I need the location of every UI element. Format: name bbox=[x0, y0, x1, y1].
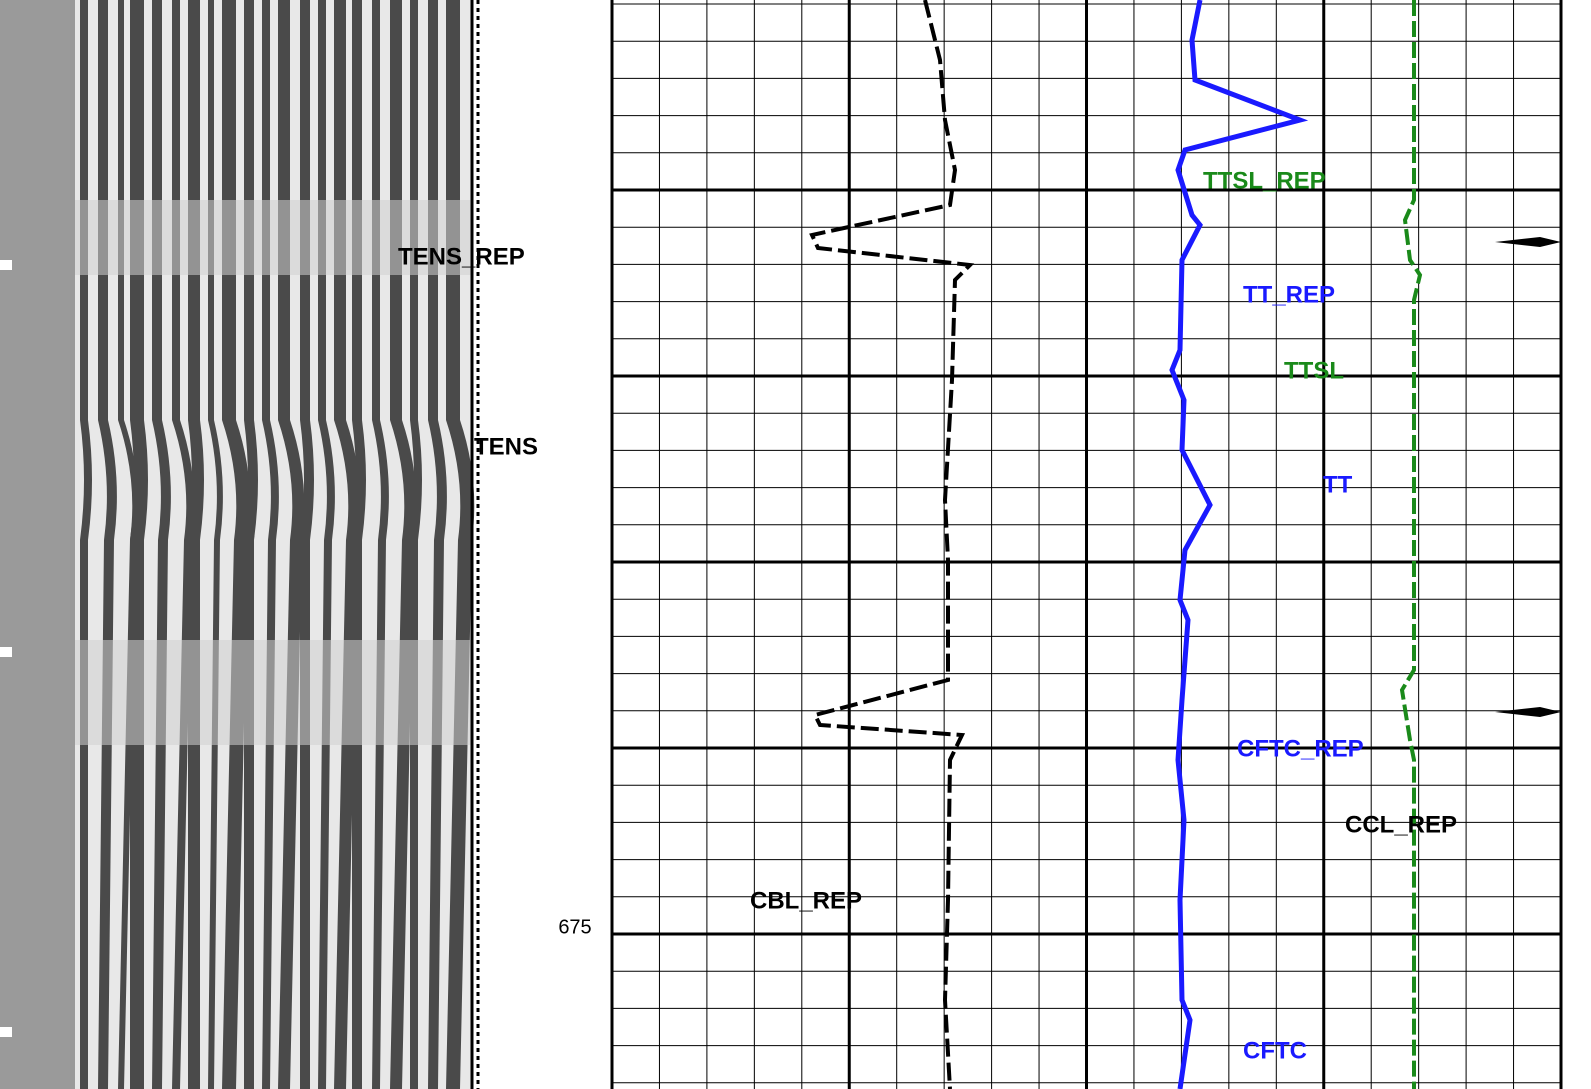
depth-label: 675 bbox=[558, 916, 591, 938]
curves bbox=[812, 0, 1561, 1089]
well-log: TENS_REP TENS TTSL_REP TT_REP TTSL TT CFTC_REP… bbox=[0, 0, 1591, 1089]
tick bbox=[0, 647, 12, 657]
curve-label: CFTC bbox=[1243, 1037, 1307, 1064]
ccl-spike bbox=[1495, 237, 1561, 247]
cftc-curve bbox=[1172, 0, 1300, 1089]
curve-label: TTSL bbox=[1284, 357, 1344, 384]
curve-label: CBL_REP bbox=[750, 887, 862, 914]
curve-label: TTSL_REP bbox=[1203, 167, 1326, 194]
variable-density-image bbox=[0, 0, 478, 1089]
curve-label: TT bbox=[1323, 471, 1353, 498]
tick bbox=[0, 260, 12, 270]
image-noise bbox=[75, 640, 472, 745]
tick bbox=[0, 1027, 12, 1037]
curve-label: TENS bbox=[474, 433, 538, 460]
curve-label: CCL_REP bbox=[1345, 811, 1457, 838]
ccl-spike bbox=[1495, 707, 1561, 717]
curve-label: TT_REP bbox=[1243, 281, 1335, 308]
curve-label: CFTC_REP bbox=[1237, 735, 1364, 762]
cbl-curve bbox=[812, 0, 970, 1089]
grid bbox=[612, 0, 1561, 1089]
ccl-curve bbox=[1402, 0, 1420, 1089]
curve-label: TENS_REP bbox=[398, 243, 525, 270]
